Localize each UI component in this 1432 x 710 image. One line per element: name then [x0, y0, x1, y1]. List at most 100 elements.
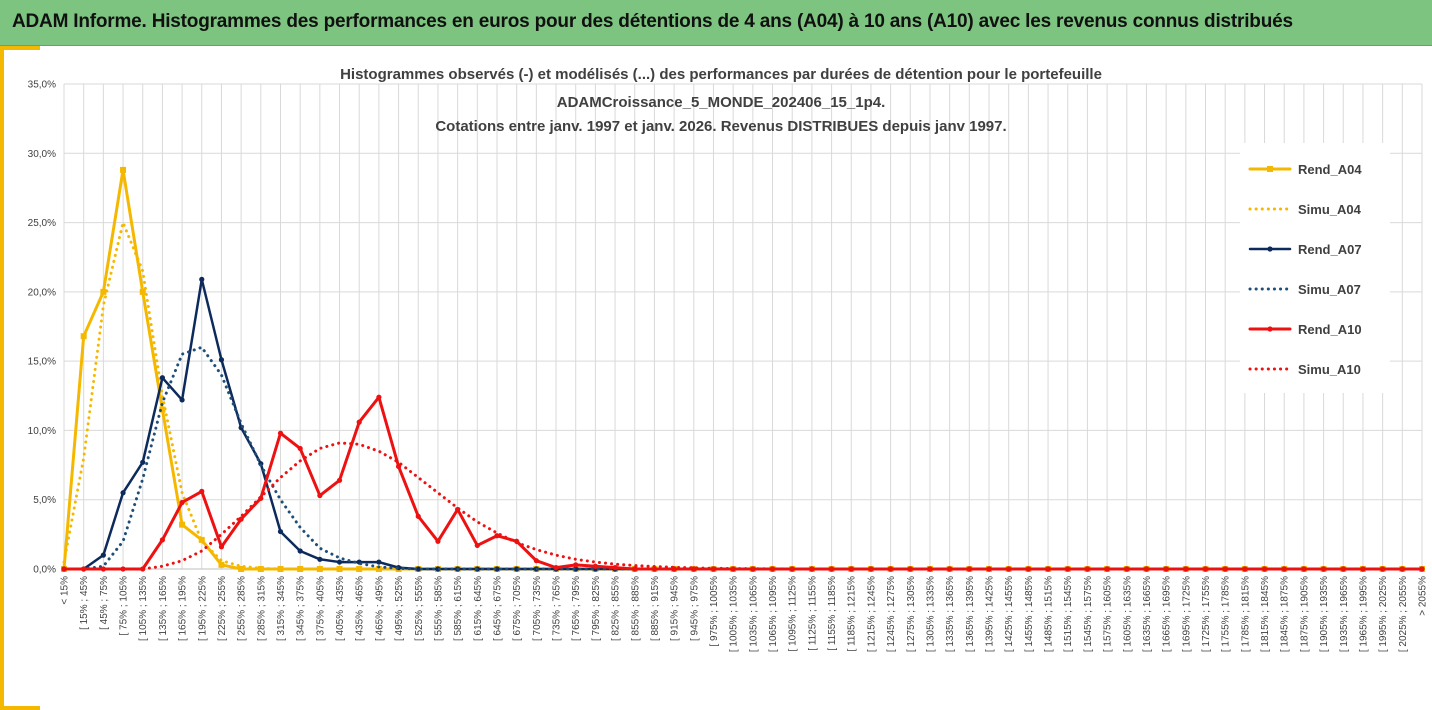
- data-point: [139, 288, 146, 295]
- x-tick-label: [ 1935% ; 1965%: [1339, 576, 1350, 652]
- data-point: [218, 561, 225, 568]
- x-tick-label: [ 1455% ; 1485%: [1024, 576, 1035, 652]
- data-point: [316, 566, 323, 572]
- x-tick-label: [ 1305% ; 1335%: [925, 576, 936, 652]
- x-tick-label: [ 465% ; 495%: [374, 576, 385, 641]
- x-tick-label: [ 225% ; 255%: [217, 576, 228, 641]
- chart-series: [61, 166, 1425, 572]
- data-point: [1301, 566, 1307, 572]
- x-tick-label: [ 105% ; 135%: [138, 576, 149, 641]
- data-point: [198, 536, 205, 543]
- series-line: [62, 441, 1424, 571]
- chart-grid: [63, 83, 1423, 570]
- report-title: ADAM Informe. Histogrammes des performan…: [12, 11, 1293, 32]
- data-point: [1380, 566, 1386, 572]
- y-axis-ticks: 0,0% 5,0% 10,0% 15,0% 20,0% 25,0% 30,0% 35,0%: [28, 80, 56, 576]
- x-tick-label: [ 1215% ; 1245%: [866, 576, 877, 652]
- x-tick-label: [ 1365% ; 1395%: [965, 576, 976, 652]
- x-tick-label: [ 1125% ; 1155%: [807, 576, 818, 651]
- x-tick-label: [ 165% ; 195%: [178, 576, 189, 641]
- data-point: [336, 559, 343, 565]
- x-tick-label: [ 1515% ; 1545%: [1063, 576, 1074, 652]
- data-point: [1202, 566, 1209, 572]
- legend-label: Simu_A10: [1298, 362, 1361, 377]
- y-tick-label: 5,0%: [33, 495, 56, 506]
- x-tick-label: [ 345% ; 375%: [296, 576, 307, 641]
- x-tick-label: [ 615% ; 645%: [473, 576, 484, 641]
- legend-item-Rend_A10: Rend_A10: [1248, 322, 1362, 337]
- data-point: [494, 533, 500, 539]
- data-point: [415, 513, 421, 519]
- x-tick-label: [ 1425% ; 1455%: [1004, 576, 1015, 652]
- legend-label: Rend_A04: [1298, 162, 1362, 177]
- data-point: [100, 552, 106, 558]
- data-point: [218, 544, 225, 550]
- y-tick-label: 0,0%: [33, 565, 56, 576]
- accent-top-bar: [0, 46, 40, 50]
- data-point: [317, 556, 323, 562]
- data-point: [336, 566, 343, 572]
- chart-title-line: ADAMCroissance_5_MONDE_202406_15_1p4.: [557, 94, 886, 111]
- x-tick-label: [ 825% ; 855%: [611, 576, 622, 641]
- x-tick-label: [ 1245% ; 1275%: [886, 576, 897, 652]
- series-Rend_A07: [61, 276, 1425, 572]
- x-tick-label: [ 1845% ; 1875%: [1280, 576, 1291, 652]
- legend-label: Simu_A07: [1298, 282, 1361, 297]
- data-point: [573, 562, 579, 568]
- data-point: [1124, 566, 1130, 572]
- data-point: [769, 566, 776, 572]
- accent-bottom-bar: [0, 706, 40, 710]
- y-tick-label: 20,0%: [28, 287, 56, 298]
- x-tick-label: [ 1755% ; 1785%: [1221, 576, 1232, 652]
- chart-title-line: Histogrammes observés (-) et modélisés (…: [340, 66, 1102, 83]
- legend-marker: [1267, 326, 1273, 332]
- data-point: [494, 566, 500, 572]
- legend-label: Rend_A10: [1298, 322, 1362, 337]
- data-point: [179, 397, 185, 403]
- data-point: [100, 288, 107, 295]
- legend-label: Rend_A07: [1298, 242, 1362, 257]
- x-tick-label: [ 2025% ; 2055%: [1398, 576, 1409, 652]
- data-point: [159, 375, 166, 381]
- data-point: [159, 537, 166, 543]
- legend-marker: [1267, 246, 1273, 252]
- x-tick-label: [ 315% ; 345%: [276, 576, 287, 641]
- chart-title: Histogrammes observés (-) et modélisés (…: [340, 66, 1102, 135]
- data-point: [1399, 566, 1405, 572]
- data-point: [947, 566, 953, 572]
- data-point: [238, 516, 244, 522]
- data-point: [553, 565, 559, 571]
- data-point: [612, 565, 618, 571]
- x-tick-label: [ 1665% ; 1695%: [1162, 576, 1173, 652]
- legend-background: [1240, 143, 1390, 393]
- data-point: [277, 528, 284, 535]
- series-line: [62, 221, 1424, 571]
- data-point: [257, 566, 264, 572]
- data-point: [376, 559, 382, 565]
- x-tick-label: [ 255% ; 285%: [237, 576, 248, 641]
- x-tick-label: [ 1275% ; 1305%: [906, 576, 917, 652]
- x-tick-label: [ 675% ; 705%: [512, 576, 523, 641]
- x-tick-label: [ 1095% ; 1125%: [788, 576, 799, 652]
- series-Rend_A10: [61, 394, 1425, 572]
- data-point: [120, 490, 126, 496]
- x-tick-label: [ 1065% ; 1095%: [768, 576, 779, 652]
- legend-item-Simu_A07: Simu_A07: [1248, 282, 1361, 297]
- data-point: [159, 406, 166, 413]
- data-point: [336, 477, 343, 483]
- x-tick-label: [ 1155% ; 1185%: [827, 576, 838, 651]
- legend-item-Rend_A04: Rend_A04: [1248, 162, 1362, 177]
- data-point: [632, 566, 638, 572]
- x-tick-label: [ 765% ; 795%: [571, 576, 582, 641]
- x-tick-label: [ 1965% ; 1995%: [1358, 576, 1369, 652]
- chart-legend: Rend_A04 Simu_A04 Rend_A07 Simu_A07 Rend_A10…: [1240, 143, 1390, 393]
- data-point: [435, 538, 441, 544]
- data-point: [1025, 566, 1031, 572]
- data-point: [592, 563, 598, 569]
- chart-title-line: Cotations entre janv. 1997 et janv. 2026…: [435, 118, 1006, 135]
- data-point: [868, 566, 874, 572]
- data-point: [789, 566, 795, 572]
- data-point: [179, 521, 186, 528]
- data-point: [80, 333, 87, 340]
- data-point: [199, 488, 205, 494]
